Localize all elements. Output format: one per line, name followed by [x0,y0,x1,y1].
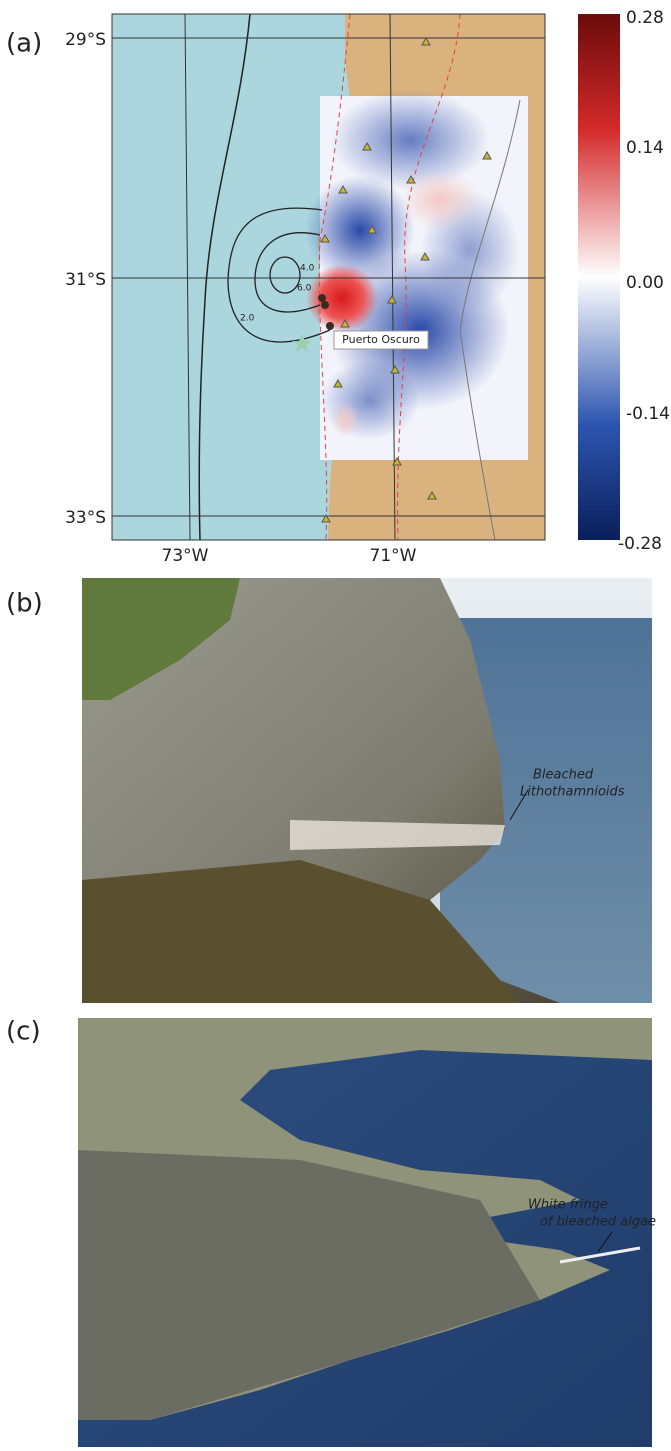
colorbar-tick: -0.28 [618,534,662,554]
lon-tick: 71°W [370,546,417,566]
panel-b: (b) Bleached Lithothamnioids [6,578,652,1003]
annotation: White fringe [528,1198,608,1213]
colorbar-tick: -0.14 [626,404,670,424]
lon-tick: 73°W [162,546,209,566]
place-label: Puerto Oscuro [342,333,420,346]
annotation: Bleached [533,768,594,783]
panel-c: (c) White fringe of bleached algae [6,1017,656,1448]
panel-label: (a) [6,29,42,59]
contour-label: 4.0 [300,264,315,274]
annotation: of bleached algae [540,1215,656,1230]
colorbar-tick: 0.28 [626,8,664,28]
colorbar [578,14,620,540]
contour-label: 2.0 [240,314,255,324]
figure: (a) 4.0 6.0 2.0 Puerto Oscuro 29°S 31°S … [0,0,671,1447]
lat-tick: 29°S [65,30,106,50]
contour-label: 6.0 [297,284,312,294]
panel-a: (a) 4.0 6.0 2.0 Puerto Oscuro 29°S 31°S … [6,8,670,566]
annotation: Lithothamnioids [520,785,625,800]
panel-label: (c) [6,1017,41,1047]
anomaly-field [305,90,528,460]
lat-tick: 33°S [65,508,106,528]
bleached-band [290,820,505,850]
panel-label: (b) [6,589,43,619]
colorbar-tick: 0.00 [626,273,664,293]
lat-tick: 31°S [65,270,106,290]
colorbar-tick: 0.14 [626,138,664,158]
